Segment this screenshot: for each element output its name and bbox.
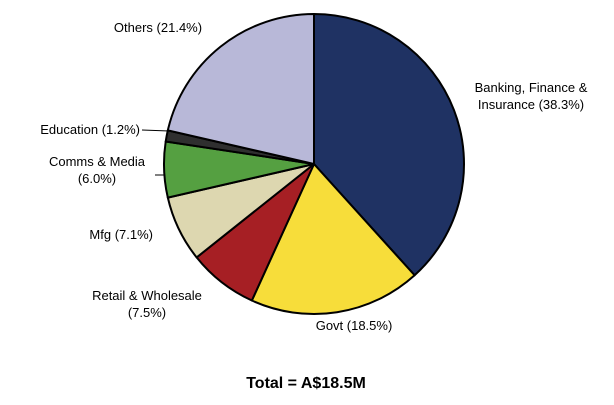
leader-line-5 [141, 129, 170, 132]
slice-label-3: Mfg (7.1%) [89, 227, 153, 242]
slice-label-line: Others (21.4%) [114, 20, 202, 35]
pie-slice-1 [250, 163, 416, 315]
total-label: Total = A$18.5M [246, 375, 366, 392]
pie-slice-6 [166, 13, 315, 165]
slice-label-line: Insurance (38.3%) [478, 97, 584, 112]
slice-label-5: Education (1.2%) [40, 122, 140, 137]
slice-label-line: Comms & Media [49, 154, 146, 169]
leader-lines [141, 129, 170, 176]
slice-label-2: Retail & Wholesale (7.5%) [92, 288, 202, 320]
slice-label-line: Education (1.2%) [40, 122, 140, 137]
slice-label-line: Banking, Finance & [475, 80, 588, 95]
pie-slice-0 [313, 13, 465, 277]
slice-label-line: Retail & Wholesale [92, 288, 202, 303]
slice-label-4: Comms & Media (6.0%) [49, 154, 146, 186]
slice-label-line: Mfg (7.1%) [89, 227, 153, 242]
slice-label-6: Others (21.4%) [114, 20, 202, 35]
slice-label-1: Govt (18.5%) [316, 318, 393, 333]
slice-label-0: Banking, Finance & Insurance (38.3%) [475, 80, 588, 112]
pie-slices [163, 13, 465, 315]
slice-label-line: (7.5%) [128, 305, 166, 320]
slice-label-line: Govt (18.5%) [316, 318, 393, 333]
slice-label-line: (6.0%) [78, 171, 116, 186]
slice-labels: Banking, Finance & Insurance (38.3%) Govt … [40, 20, 587, 333]
